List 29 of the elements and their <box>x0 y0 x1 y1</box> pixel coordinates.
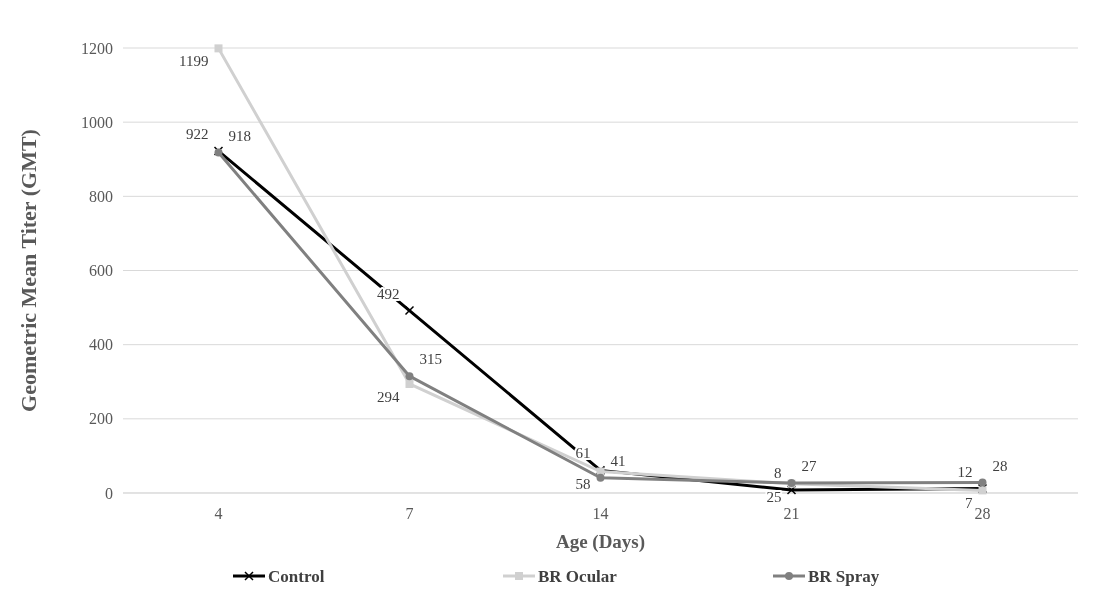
data-label: 27 <box>801 457 817 474</box>
x-axis-title: Age (Days) <box>555 531 646 553</box>
legend-label: BR Spray <box>808 566 880 586</box>
data-label: 294 <box>377 388 400 405</box>
y-tick-label: 0 <box>105 484 113 502</box>
y-tick-label: 1200 <box>81 39 113 57</box>
y-tick-label: 600 <box>89 262 113 280</box>
legend-label: BR Ocular <box>538 566 618 586</box>
x-tick-label: 21 <box>783 505 800 522</box>
data-label: 28 <box>992 457 1008 474</box>
data-label: 1199 <box>179 53 209 70</box>
data-label: 315 <box>419 351 442 368</box>
y-tick-label: 200 <box>89 410 113 428</box>
x-tick-label: 7 <box>405 505 414 522</box>
x-tick-label: 28 <box>974 505 991 522</box>
y-axis-title: Geometric Mean Titer (GMT) <box>16 129 41 412</box>
y-tick-label: 800 <box>89 187 113 205</box>
x-tick-label: 4 <box>214 505 223 522</box>
y-tick-label: 1000 <box>81 113 113 131</box>
y-tick-label: 400 <box>89 336 113 354</box>
data-label: 8 <box>774 465 782 482</box>
data-label: 41 <box>610 452 626 469</box>
data-label: 12 <box>957 463 973 480</box>
data-label: 25 <box>766 488 782 505</box>
data-label: 922 <box>186 126 209 143</box>
legend-label: Control <box>268 566 325 586</box>
data-label: 58 <box>575 476 591 493</box>
data-label: 918 <box>228 127 251 144</box>
x-tick-label: 14 <box>592 505 609 522</box>
